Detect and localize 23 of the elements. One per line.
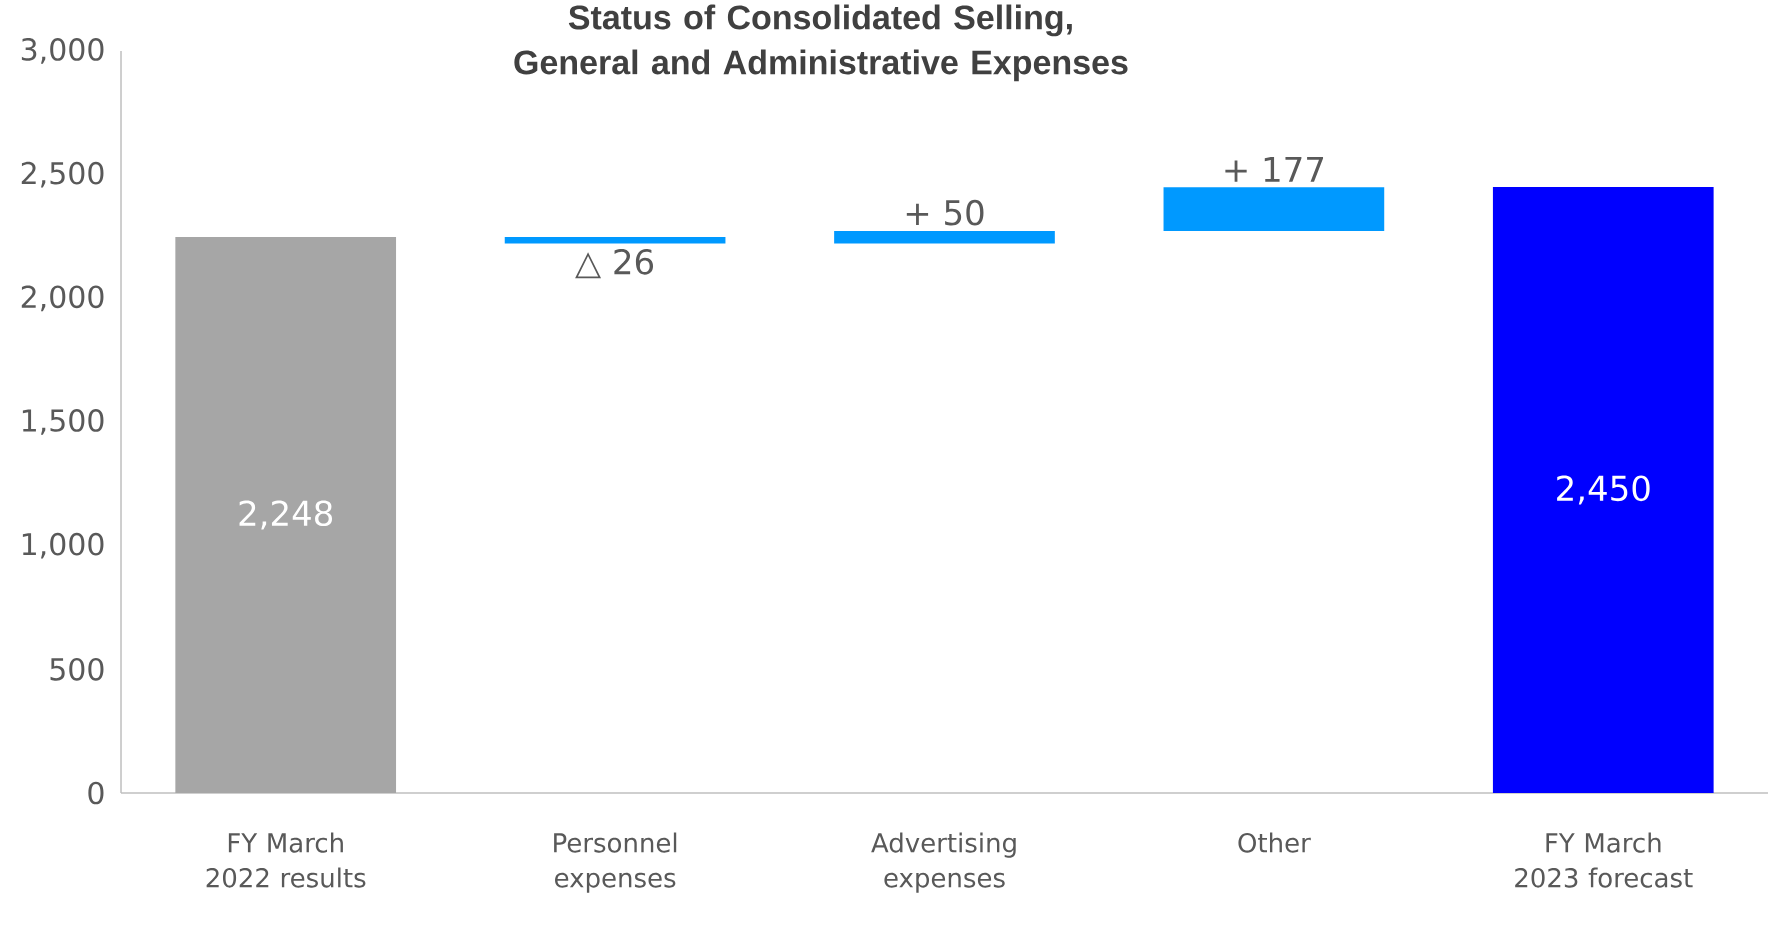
data-label: 2,248 — [239, 500, 333, 530]
bar — [1163, 187, 1385, 232]
x-tick-label: Personnel expenses — [554, 832, 677, 893]
bar — [1492, 187, 1714, 793]
data-label: 2,450 — [1557, 475, 1650, 505]
x-tick-label: Advertising expenses — [871, 832, 1016, 893]
y-tick-label: 2,000 — [21, 285, 104, 312]
x-tick-label: FY March 2023 forecast — [1515, 832, 1693, 888]
y-tick-label: 0 — [88, 781, 104, 805]
bar — [175, 236, 397, 793]
y-tick-label: 1,000 — [22, 532, 104, 559]
bar — [504, 236, 726, 244]
bar — [834, 231, 1055, 244]
x-tick-label: FY March 2022 results — [206, 832, 366, 888]
y-tick-label: 1,500 — [22, 409, 104, 435]
x-tick-label: Other — [1238, 832, 1311, 853]
data-label: + 50 — [906, 199, 984, 226]
y-tick-label: 2,500 — [21, 161, 104, 188]
y-tick-label: 500 — [50, 657, 104, 681]
data-label: △ 26 — [575, 248, 654, 279]
chart-title: Status of Consolidated Selling, General and Administrative Expenses — [514, 4, 1128, 82]
y-tick-label: 3,000 — [21, 38, 104, 64]
data-label: + 177 — [1225, 156, 1324, 182]
